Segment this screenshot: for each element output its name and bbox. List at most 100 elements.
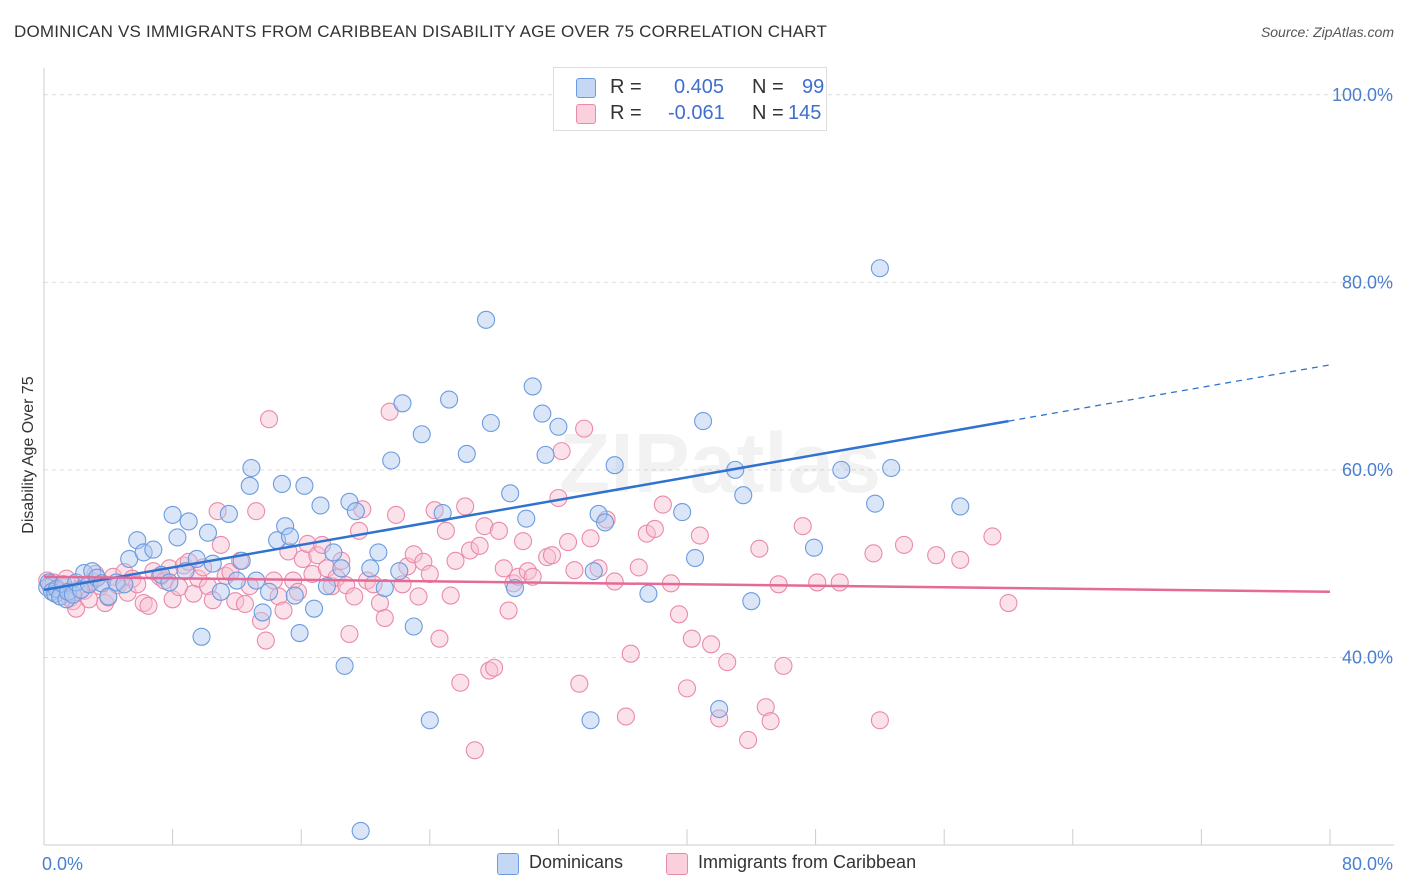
- immigrants-point: [589, 559, 608, 578]
- dominicans-point: [870, 259, 889, 278]
- n-value-immigrants: 145: [788, 102, 822, 124]
- immigrants-point: [864, 544, 883, 563]
- dominicans-point: [595, 513, 615, 532]
- immigrants-point: [575, 419, 594, 438]
- immigrants-point: [983, 527, 1002, 546]
- r-label: R =: [610, 102, 642, 124]
- immigrants-point: [430, 629, 449, 648]
- y-axis-label: Disability Age Over 75: [20, 376, 37, 534]
- immigrants-point: [774, 656, 793, 675]
- dominicans-point: [584, 562, 603, 581]
- dominicans-point: [324, 543, 343, 562]
- immigrants-point: [480, 661, 499, 680]
- n-value-dominicans: 99: [802, 76, 825, 98]
- r-label: R =: [610, 76, 642, 98]
- dominicans-point: [335, 656, 354, 675]
- dominicans-point: [211, 582, 230, 601]
- immigrants-point: [894, 535, 914, 554]
- immigrants-point: [682, 629, 701, 648]
- immigrants-point: [456, 497, 475, 516]
- immigrants-point: [542, 546, 562, 565]
- dominicans-point: [694, 412, 713, 431]
- immigrants-point: [139, 596, 158, 615]
- dominicans-point: [332, 559, 351, 578]
- immigrants-point: [761, 712, 780, 731]
- immigrants-point: [494, 559, 513, 578]
- immigrants-point: [870, 711, 889, 730]
- dominicans-point: [501, 484, 520, 503]
- immigrants-point: [67, 599, 86, 618]
- dominicans-swatch: [576, 78, 596, 98]
- dominicans-point: [240, 476, 259, 495]
- watermark: ZIPatlas: [559, 416, 881, 510]
- n-label: N =: [752, 76, 784, 98]
- dominicans-point: [420, 711, 439, 730]
- dominicans-point: [536, 445, 555, 464]
- dominicans-point: [404, 617, 423, 636]
- immigrants-point: [475, 517, 494, 536]
- dominicans-trend-line: [43, 419, 1009, 592]
- dominicans-point: [361, 559, 380, 578]
- immigrants-point: [485, 658, 504, 677]
- immigrants-point: [259, 410, 279, 429]
- dominicans-point: [227, 571, 246, 590]
- immigrants-point: [518, 562, 537, 581]
- immigrants-point: [134, 593, 153, 613]
- immigrants-point: [345, 587, 364, 606]
- immigrants-point: [208, 502, 227, 521]
- immigrants-point: [499, 601, 518, 620]
- dominicans-point: [369, 543, 388, 562]
- immigrants-point: [489, 521, 508, 540]
- dominicans-point: [951, 497, 970, 516]
- immigrants-point: [523, 567, 542, 586]
- immigrants-point: [247, 502, 266, 521]
- dominicans-point: [198, 523, 218, 542]
- immigrants-point: [446, 551, 465, 570]
- dominicans-point: [393, 394, 412, 413]
- r-value-immigrants: -0.061: [668, 102, 725, 124]
- n-label: N =: [752, 102, 784, 124]
- immigrants-point: [322, 577, 341, 596]
- dominicans-point: [581, 711, 600, 730]
- y-tick-label: 80.0%: [1342, 272, 1393, 292]
- legend-label-immigrants: Immigrants from Caribbean: [698, 852, 917, 872]
- immigrants-point: [605, 572, 624, 591]
- trend-lines: [43, 364, 1331, 594]
- chart-title: DOMINICAN VS IMMIGRANTS FROM CARIBBEAN D…: [14, 22, 828, 41]
- dominicans-point: [219, 504, 238, 524]
- immigrants-point: [558, 533, 578, 552]
- dominicans-point: [457, 444, 476, 463]
- dominicans-point: [549, 417, 568, 436]
- dominicans-point: [440, 390, 459, 409]
- immigrants-point: [756, 698, 775, 717]
- immigrants-point: [645, 519, 664, 539]
- y-tick-label: 100.0%: [1332, 85, 1393, 105]
- immigrants-point: [256, 631, 275, 650]
- immigrants-point: [581, 529, 600, 548]
- immigrants-point: [380, 402, 399, 421]
- immigrants-point: [552, 442, 571, 461]
- source-credit: Source: ZipAtlas.com: [1260, 24, 1394, 40]
- tick-labels: 40.0% 60.0% 80.0% 100.0% 0.0% 80.0%: [42, 85, 1393, 874]
- dominicans-point: [346, 502, 365, 521]
- dominicans-legend-swatch: [497, 853, 519, 875]
- dominicans-point: [505, 578, 525, 598]
- immigrants-point: [565, 561, 584, 580]
- dominicans-point: [276, 517, 295, 536]
- immigrants-point: [441, 586, 460, 605]
- dominicans-point: [280, 527, 299, 546]
- dominicans-point: [305, 599, 324, 618]
- dominicans-point: [742, 592, 761, 611]
- r-value-dominicans: 0.405: [674, 76, 725, 98]
- dominicans-point: [375, 578, 394, 598]
- immigrants-point: [830, 573, 849, 592]
- dominicans-point: [203, 554, 222, 573]
- immigrants-point: [513, 532, 533, 551]
- dominicans-point: [179, 512, 198, 531]
- dominicans-point: [710, 699, 729, 719]
- dominicans-point: [144, 540, 163, 559]
- dominicans-point: [272, 474, 291, 493]
- immigrants-point: [927, 546, 946, 565]
- dominicans-point: [192, 627, 211, 646]
- immigrants-point: [669, 605, 689, 624]
